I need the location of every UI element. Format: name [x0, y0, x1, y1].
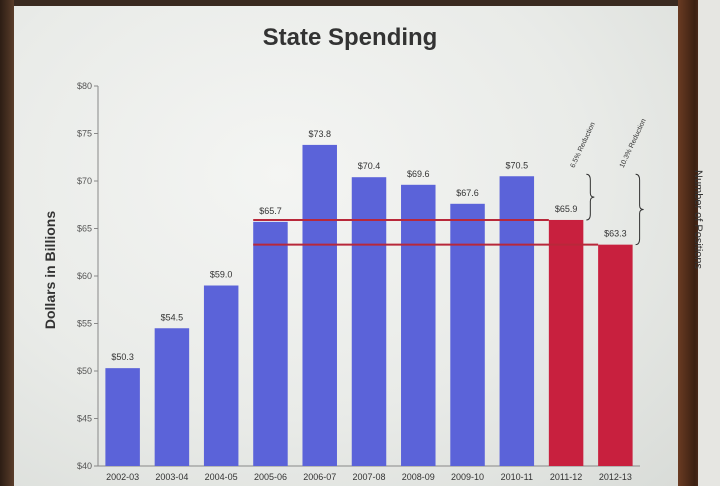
y-tick-label: $80	[77, 81, 92, 91]
reduction-annotation: 6.5% Reduction	[570, 121, 597, 169]
bar	[253, 221, 288, 466]
x-tick-label: 2005-06	[254, 472, 287, 482]
bar-value-label: $67.6	[456, 188, 479, 198]
x-tick-label: 2009-10	[451, 472, 484, 482]
bar	[302, 144, 337, 466]
x-tick-label: 2003-04	[155, 472, 188, 482]
x-tick-label: 2010-11	[501, 472, 533, 482]
bar	[105, 368, 140, 466]
bar-value-label: $63.3	[604, 229, 627, 239]
bar	[401, 184, 436, 467]
x-tick-label: 2008-09	[402, 472, 435, 482]
chart-title: State Spending	[263, 24, 438, 51]
left-frame-edge	[0, 0, 14, 486]
reduction-annotation: 10.3% Reduction	[619, 118, 648, 169]
y-tick-label: $70	[77, 176, 92, 186]
y-tick-label: $55	[77, 319, 92, 329]
y-tick-label: $75	[77, 129, 92, 139]
y-tick-label: $50	[77, 366, 92, 376]
bar	[154, 328, 190, 466]
y-tick-label: $60	[77, 271, 92, 281]
bar	[598, 244, 633, 466]
y-tick-label: $45	[77, 414, 92, 424]
x-tick-label: 2006-07	[303, 472, 336, 482]
x-tick-label: 2002-03	[106, 472, 139, 482]
bar	[450, 203, 485, 467]
x-tick-label: 2011-12	[550, 472, 582, 482]
bar-value-label: $59.0	[210, 270, 233, 280]
y-tick-label: $65	[77, 224, 92, 234]
reduction-brace	[586, 173, 595, 221]
bar-value-label: $65.9	[555, 204, 578, 214]
x-tick-label: 2012-13	[599, 472, 632, 482]
bar-value-label: $70.4	[358, 161, 381, 171]
bar-value-label: $69.6	[407, 169, 430, 179]
bar-value-label: $73.8	[308, 129, 331, 139]
bar	[548, 219, 584, 466]
y-tick-label: $40	[77, 461, 92, 471]
reduction-brace	[635, 173, 644, 246]
bar	[203, 285, 239, 466]
x-tick-label: 2007-08	[352, 472, 385, 482]
bar-value-label: $70.5	[506, 160, 529, 170]
bar-value-label: $50.3	[111, 352, 134, 362]
x-tick-label: 2004-05	[205, 472, 238, 482]
bar	[351, 177, 387, 466]
bar	[499, 176, 535, 466]
y-axis-label: Dollars in Billions	[42, 211, 58, 329]
bar-value-label: $54.5	[161, 312, 184, 322]
bar-value-label: $65.7	[259, 206, 282, 216]
adjacent-slide-edge	[698, 0, 720, 486]
